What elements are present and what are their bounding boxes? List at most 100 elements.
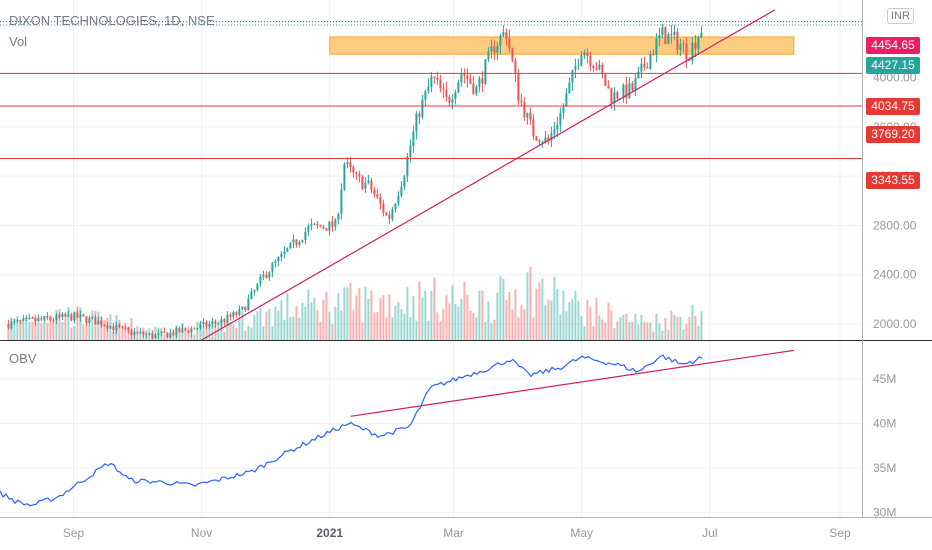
candle-body (622, 84, 625, 99)
volume-bar (292, 316, 295, 340)
volume-bar (73, 326, 76, 340)
volume-bar (439, 321, 442, 340)
candle-body (22, 318, 25, 321)
volume-bar (649, 322, 652, 340)
x-tick-label: Jul (702, 526, 717, 540)
volume-bar (589, 306, 592, 340)
volume-bar (319, 321, 322, 340)
volume-bar (184, 326, 187, 340)
candle-body (562, 106, 565, 113)
volume-bar (220, 321, 223, 340)
candle-body (196, 328, 199, 330)
candle-body (265, 274, 268, 278)
level-badge-3: 3343.55 (866, 172, 920, 189)
volume-bar (622, 314, 625, 340)
candle-body (343, 164, 346, 190)
volume-bar (496, 292, 499, 340)
chart-title: DIXON TECHNOLOGIES, 1D, NSE (9, 13, 215, 28)
volume-bar (628, 322, 631, 340)
currency-button[interactable]: INR (887, 8, 914, 24)
candle-body (481, 78, 484, 84)
candle-body (577, 65, 580, 67)
volume-bar (277, 310, 280, 340)
candle-body (301, 239, 304, 243)
obv-line (0, 354, 703, 507)
candle-body (109, 325, 112, 329)
candle-body (229, 314, 232, 317)
candle-body (325, 228, 328, 231)
volume-bar (70, 327, 73, 340)
candle-body (262, 274, 265, 277)
candle-body (367, 180, 370, 183)
candle-body (697, 37, 700, 49)
candle-body (97, 320, 100, 325)
candle-body (496, 45, 499, 53)
candle-body (478, 78, 481, 87)
candle-body (472, 83, 475, 94)
candle-body (73, 312, 76, 321)
volume-bar (271, 326, 274, 340)
candle-body (607, 86, 610, 89)
volume-bar (250, 327, 253, 340)
volume-bar (385, 317, 388, 340)
volume-bar (31, 322, 34, 340)
volume-bar (370, 290, 373, 340)
candle-body (178, 328, 181, 333)
volume-bar (211, 319, 214, 340)
volume-bar (586, 299, 589, 340)
candle-body (94, 317, 97, 325)
candle-body (442, 88, 445, 90)
x-tick-label: Sep (829, 526, 851, 540)
volume-bar (112, 331, 115, 340)
candle-body (298, 242, 301, 245)
volume-bar (43, 318, 46, 340)
candle-body (142, 331, 145, 335)
candle-body (676, 31, 679, 50)
volume-bar (469, 310, 472, 340)
volume-bar (394, 306, 397, 340)
candle-body (601, 64, 604, 75)
volume-bar (340, 310, 343, 340)
volume-bar (373, 312, 376, 340)
candle-body (454, 92, 457, 100)
volume-bar (388, 294, 391, 340)
volume-bar (301, 302, 304, 340)
candle-body (511, 48, 514, 61)
candle-body (559, 112, 562, 125)
volume-bar (652, 331, 655, 340)
volume-bar (499, 276, 502, 340)
candle-body (163, 331, 166, 333)
candle-body (313, 223, 316, 225)
volume-bar (610, 310, 613, 340)
volume-bar (283, 320, 286, 340)
candle-body (82, 314, 85, 317)
volume-bar (637, 324, 640, 340)
candle-body (382, 203, 385, 213)
price-trendline (201, 9, 776, 341)
candle-body (670, 34, 673, 36)
candle-body (244, 306, 247, 311)
candle-body (517, 73, 520, 101)
volume-bar (688, 316, 691, 340)
volume-bar (118, 319, 121, 340)
volume-bar (58, 309, 61, 340)
volume-bar (349, 282, 352, 340)
candle-body (346, 162, 349, 165)
volume-bar (511, 309, 514, 340)
candle-body (46, 316, 49, 318)
volume-bar (226, 320, 229, 340)
volume-bar (484, 321, 487, 340)
volume-bar (553, 276, 556, 340)
candle-body (583, 52, 586, 56)
candle-body (25, 318, 28, 320)
volume-bar (241, 311, 244, 340)
candle-body (505, 32, 508, 39)
candle-body (667, 34, 670, 44)
volume-bar (679, 316, 682, 340)
volume-bar (508, 291, 511, 340)
volume-bar (280, 300, 283, 340)
volume-bar (451, 285, 454, 340)
candle-body (493, 46, 496, 53)
candle-body (259, 276, 262, 284)
